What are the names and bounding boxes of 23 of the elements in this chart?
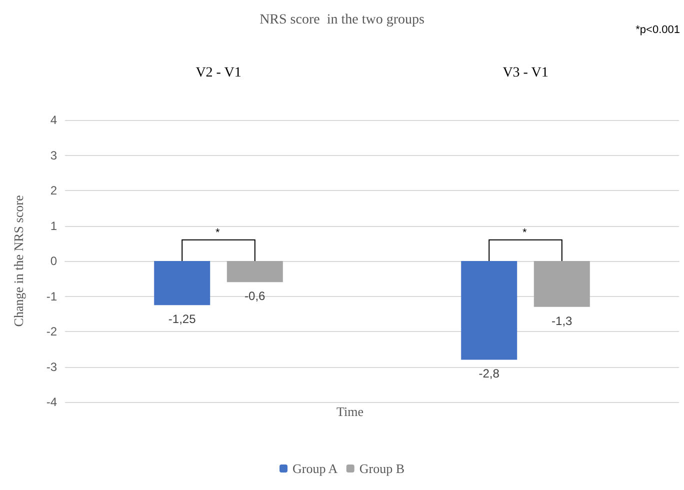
- y-tick-label: -2: [46, 324, 58, 338]
- y-tick-label: 2: [50, 184, 58, 198]
- data-label: -1,3: [552, 314, 573, 328]
- y-tick-label: 3: [50, 148, 58, 162]
- data-label: -1,25: [168, 312, 196, 326]
- x-axis-title: Time: [336, 404, 364, 419]
- x-tick-label: V2 - V1: [196, 66, 242, 80]
- x-tick-label: V3 - V1: [502, 66, 548, 80]
- y-axis-title: Change in the NRS score: [11, 195, 26, 327]
- text: *p<0.001: [636, 24, 680, 36]
- annotation: *: [522, 226, 527, 239]
- y-tick-label: 1: [50, 218, 58, 233]
- y-tick-label: -3: [46, 360, 58, 374]
- chart-title: NRS score in the two groups: [260, 12, 424, 28]
- y-tick-label: 4: [50, 113, 58, 127]
- y-tick-label: -4: [46, 395, 58, 409]
- y-tick-label: 0: [50, 254, 58, 268]
- data-label: -0,6: [244, 289, 266, 304]
- y-tick-label: -1: [46, 289, 58, 304]
- legend-label: Group A: [292, 461, 338, 476]
- annotation: *: [216, 226, 220, 239]
- data-label: -2,8: [478, 366, 500, 381]
- legend-label: Group B: [359, 461, 405, 476]
